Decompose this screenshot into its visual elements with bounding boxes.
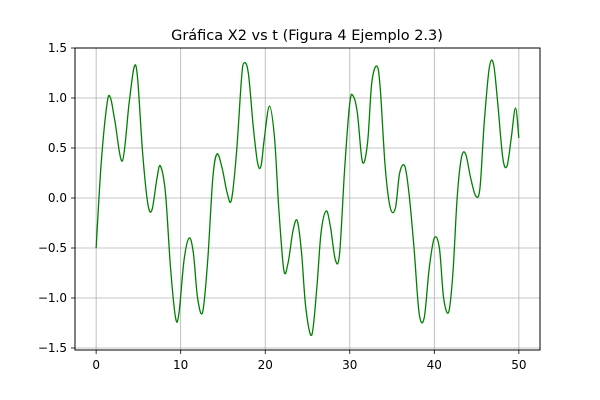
y-tick-label: 1.5 <box>48 41 67 55</box>
x-tick-label: 20 <box>258 358 273 372</box>
y-tick-label: −0.5 <box>38 241 67 255</box>
x-tick-label: 30 <box>342 358 357 372</box>
y-tick-label: −1.5 <box>38 341 67 355</box>
grid <box>75 47 540 350</box>
y-tick-label: −1.0 <box>38 291 67 305</box>
y-tick-label: 1.0 <box>48 91 67 105</box>
y-tick-label: 0.0 <box>48 191 67 205</box>
series-layer <box>95 59 520 337</box>
x-tick-label: 10 <box>173 358 188 372</box>
y-axis: 1.5 1.0 0.5 0.0 −0.5 −1.0 −1.5 <box>38 41 75 355</box>
x-tick-label: 0 <box>92 358 100 372</box>
axes-frame <box>74 47 541 351</box>
x-tick-label: 50 <box>511 358 526 372</box>
x-axis: 0 10 20 30 40 50 <box>92 350 527 372</box>
x-tick-label: 40 <box>427 358 442 372</box>
series-line <box>95 59 520 337</box>
y-tick-label: 0.5 <box>48 141 67 155</box>
chart-title: Gráfica X2 vs t (Figura 4 Ejemplo 2.3) <box>171 28 443 44</box>
